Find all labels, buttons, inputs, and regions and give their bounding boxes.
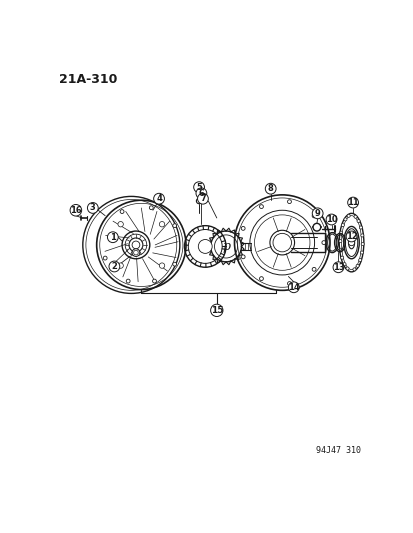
Text: 2: 2 <box>111 262 117 271</box>
Text: 21A-310: 21A-310 <box>59 73 117 86</box>
Circle shape <box>259 205 263 208</box>
Circle shape <box>172 262 176 266</box>
Circle shape <box>287 200 291 204</box>
Text: 12: 12 <box>345 232 356 241</box>
Circle shape <box>132 249 140 256</box>
Circle shape <box>197 193 208 204</box>
Circle shape <box>241 255 244 259</box>
Circle shape <box>360 251 363 254</box>
Circle shape <box>259 277 263 280</box>
Circle shape <box>195 188 206 199</box>
Circle shape <box>311 208 322 219</box>
Circle shape <box>345 267 348 270</box>
Circle shape <box>210 304 223 317</box>
Circle shape <box>107 232 118 243</box>
Circle shape <box>340 256 343 259</box>
Text: 15: 15 <box>210 306 223 315</box>
Circle shape <box>321 241 325 245</box>
Circle shape <box>265 183 275 194</box>
Circle shape <box>352 268 355 271</box>
Circle shape <box>339 231 342 234</box>
Circle shape <box>149 206 153 209</box>
Circle shape <box>159 263 164 268</box>
Text: 16: 16 <box>70 206 81 215</box>
Circle shape <box>338 248 342 252</box>
Circle shape <box>338 240 341 243</box>
Circle shape <box>70 205 81 216</box>
Circle shape <box>132 241 140 249</box>
Circle shape <box>118 222 123 227</box>
Circle shape <box>196 198 201 204</box>
Circle shape <box>126 279 130 283</box>
Circle shape <box>152 279 156 283</box>
Circle shape <box>103 256 107 260</box>
Circle shape <box>342 263 345 265</box>
Circle shape <box>348 239 354 246</box>
Circle shape <box>198 239 212 253</box>
Circle shape <box>343 218 346 221</box>
Circle shape <box>355 264 358 268</box>
Ellipse shape <box>348 237 354 249</box>
Text: 1: 1 <box>109 233 116 241</box>
Circle shape <box>87 203 98 213</box>
Ellipse shape <box>343 227 358 259</box>
Circle shape <box>340 224 344 227</box>
Circle shape <box>311 268 315 271</box>
Text: 5: 5 <box>196 183 202 192</box>
Circle shape <box>347 197 358 208</box>
Circle shape <box>109 261 119 272</box>
Circle shape <box>358 259 361 262</box>
Circle shape <box>153 193 164 204</box>
Circle shape <box>172 224 176 228</box>
Circle shape <box>325 214 336 225</box>
Circle shape <box>358 226 361 229</box>
Circle shape <box>193 182 204 192</box>
Circle shape <box>360 243 363 246</box>
Text: 9: 9 <box>314 209 320 218</box>
Circle shape <box>118 263 123 268</box>
Circle shape <box>332 262 343 273</box>
Circle shape <box>241 227 244 230</box>
Text: 11: 11 <box>347 198 358 207</box>
Text: 14: 14 <box>287 283 299 292</box>
Text: 10: 10 <box>325 215 337 224</box>
Text: 13: 13 <box>332 263 344 272</box>
Circle shape <box>356 220 359 223</box>
Circle shape <box>353 215 356 218</box>
Text: p: p <box>221 240 230 253</box>
Text: 7: 7 <box>199 194 205 203</box>
Text: 6: 6 <box>198 189 204 198</box>
Circle shape <box>360 234 363 237</box>
Circle shape <box>288 282 299 293</box>
Circle shape <box>346 214 349 217</box>
Circle shape <box>312 223 320 231</box>
Circle shape <box>311 214 315 218</box>
Circle shape <box>120 209 124 214</box>
Circle shape <box>287 281 291 286</box>
Text: 3: 3 <box>90 204 95 213</box>
Text: 94J47 310: 94J47 310 <box>315 446 360 455</box>
Circle shape <box>345 231 356 242</box>
Text: 4: 4 <box>156 194 161 203</box>
Text: 8: 8 <box>267 184 273 193</box>
Circle shape <box>159 222 164 227</box>
